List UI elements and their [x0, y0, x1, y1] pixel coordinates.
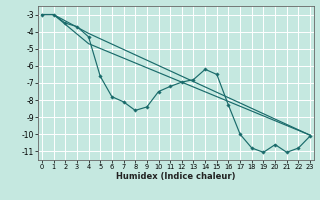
X-axis label: Humidex (Indice chaleur): Humidex (Indice chaleur)	[116, 172, 236, 181]
